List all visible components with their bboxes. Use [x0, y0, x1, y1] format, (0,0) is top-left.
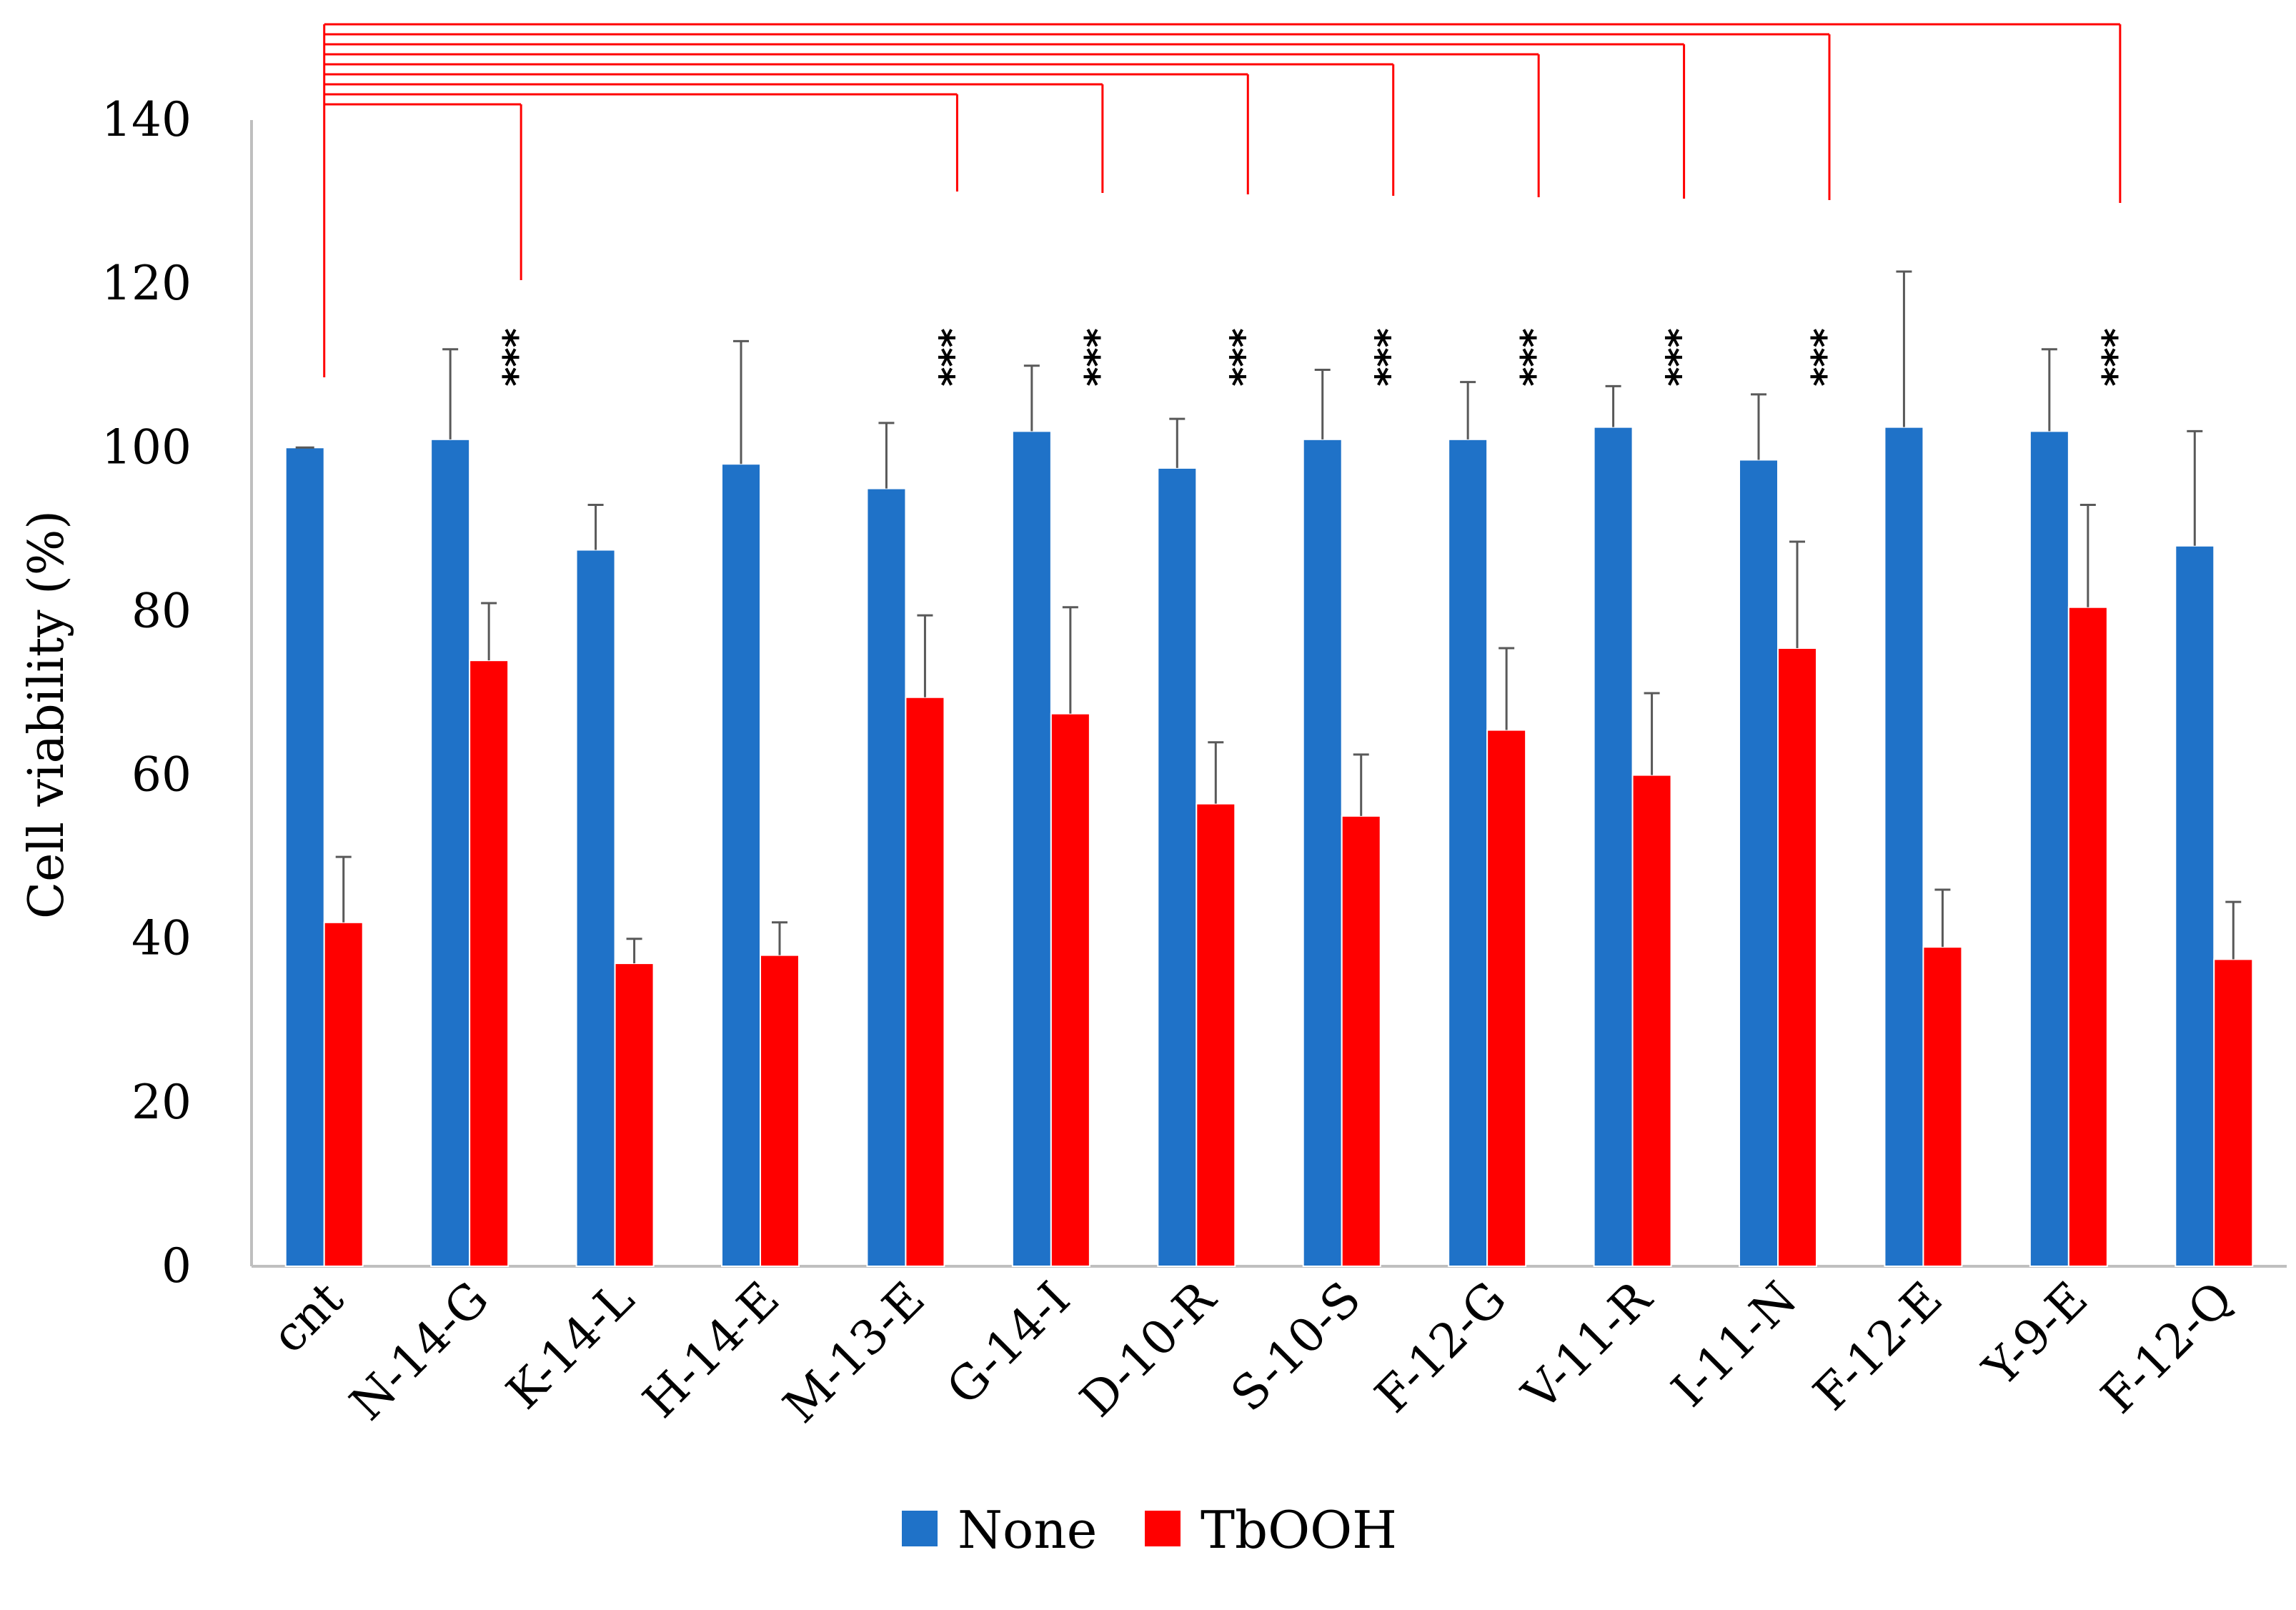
x-category-label: F-12-E	[1803, 1271, 1953, 1421]
chart-axes	[250, 120, 2287, 1268]
x-category-label: N-14-G	[339, 1271, 499, 1431]
significance-annotations: *** *** *** *** *** *** *** *** ***	[323, 23, 2138, 387]
bar-tbooh-M-13-E	[905, 696, 945, 1267]
bar-tbooh-cnt	[323, 921, 364, 1268]
x-category-label: Y-9-E	[1972, 1271, 2098, 1397]
significance-label-D-10-R: ***	[1223, 328, 1266, 387]
significance-label-M-13-E: ***	[932, 328, 975, 387]
bar-none-M-13-E	[866, 487, 907, 1267]
bar-none-S-10-S	[1302, 438, 1343, 1267]
x-category-label: G-14-I	[936, 1271, 1080, 1416]
bar-none-D-10-R	[1157, 467, 1198, 1267]
y-tick-label: 60	[131, 747, 192, 802]
bar-tbooh-F-12-Q	[2213, 958, 2254, 1268]
significance-label-V-11-R: ***	[1659, 328, 1702, 387]
bar-none-V-11-R	[1593, 426, 1634, 1268]
x-category-label: D-10-R	[1070, 1270, 1227, 1427]
significance-label-S-10-S: ***	[1368, 328, 1411, 387]
bar-tbooh-N-14-G	[469, 660, 510, 1267]
bar-tbooh-K-14-L	[614, 963, 655, 1267]
y-tick-label: 100	[101, 419, 192, 474]
bar-none-K-14-L	[575, 549, 616, 1267]
bar-none-H-14-E	[721, 463, 761, 1268]
x-category-label: F-12-Q	[2091, 1271, 2244, 1424]
bar-none-Y-9-E	[2029, 430, 2069, 1267]
legend-swatch-tbooh	[1145, 1511, 1181, 1546]
bar-tbooh-F-12-G	[1486, 729, 1527, 1267]
significance-label-Y-9-E: ***	[2095, 328, 2138, 387]
x-category-label: V-11-R	[1511, 1270, 1663, 1421]
x-category-label: S-10-S	[1221, 1271, 1371, 1422]
x-category-label: M-13-E	[773, 1271, 935, 1433]
bar-tbooh-S-10-S	[1341, 815, 1381, 1268]
x-category-label: H-14-E	[632, 1271, 790, 1428]
y-tick-label: 40	[131, 911, 192, 966]
bar-none-I-11-N	[1739, 459, 1779, 1267]
legend-swatch-none	[902, 1511, 938, 1546]
bar-tbooh-V-11-R	[1631, 774, 1672, 1267]
bar-tbooh-H-14-E	[760, 954, 800, 1267]
significance-label-I-11-N: ***	[1804, 328, 1847, 387]
y-tick-label: 0	[161, 1238, 192, 1293]
bar-none-G-14-I	[1011, 430, 1052, 1267]
y-tick-label: 80	[131, 583, 192, 638]
x-category-label: K-14-L	[496, 1271, 645, 1420]
y-axis-ticks: 0 20 40 60 80 100 120 140	[101, 92, 192, 1293]
legend-label-tbooh: TbOOH	[1201, 1500, 1397, 1560]
bar-tbooh-G-14-I	[1050, 712, 1090, 1267]
y-tick-label: 140	[101, 92, 192, 147]
significance-label-F-12-G: ***	[1514, 328, 1556, 387]
bar-tbooh-I-11-N	[1777, 647, 1817, 1267]
significance-label-G-14-I: ***	[1078, 328, 1120, 387]
bar-none-F-12-Q	[2175, 545, 2215, 1267]
significance-label-N-14-G: ***	[496, 328, 539, 387]
bars	[284, 426, 2254, 1268]
error-bars	[295, 270, 2242, 964]
x-category-label: I-11-N	[1661, 1271, 1808, 1418]
legend: None TbOOH	[902, 1500, 1397, 1560]
y-axis-title: Cell viability (%)	[19, 510, 75, 919]
bar-none-F-12-E	[1884, 426, 1924, 1268]
legend-label-none: None	[958, 1500, 1097, 1560]
y-tick-label: 120	[101, 256, 192, 311]
bar-none-F-12-G	[1448, 438, 1489, 1267]
y-tick-label: 20	[131, 1075, 192, 1130]
x-category-label: cnt	[262, 1271, 354, 1363]
bar-none-cnt	[284, 447, 325, 1267]
bar-tbooh-D-10-R	[1196, 802, 1236, 1267]
bar-none-N-14-G	[430, 438, 471, 1267]
bar-tbooh-F-12-E	[1922, 946, 1963, 1267]
x-category-label: F-12-G	[1365, 1271, 1517, 1423]
bar-tbooh-Y-9-E	[2067, 606, 2108, 1267]
